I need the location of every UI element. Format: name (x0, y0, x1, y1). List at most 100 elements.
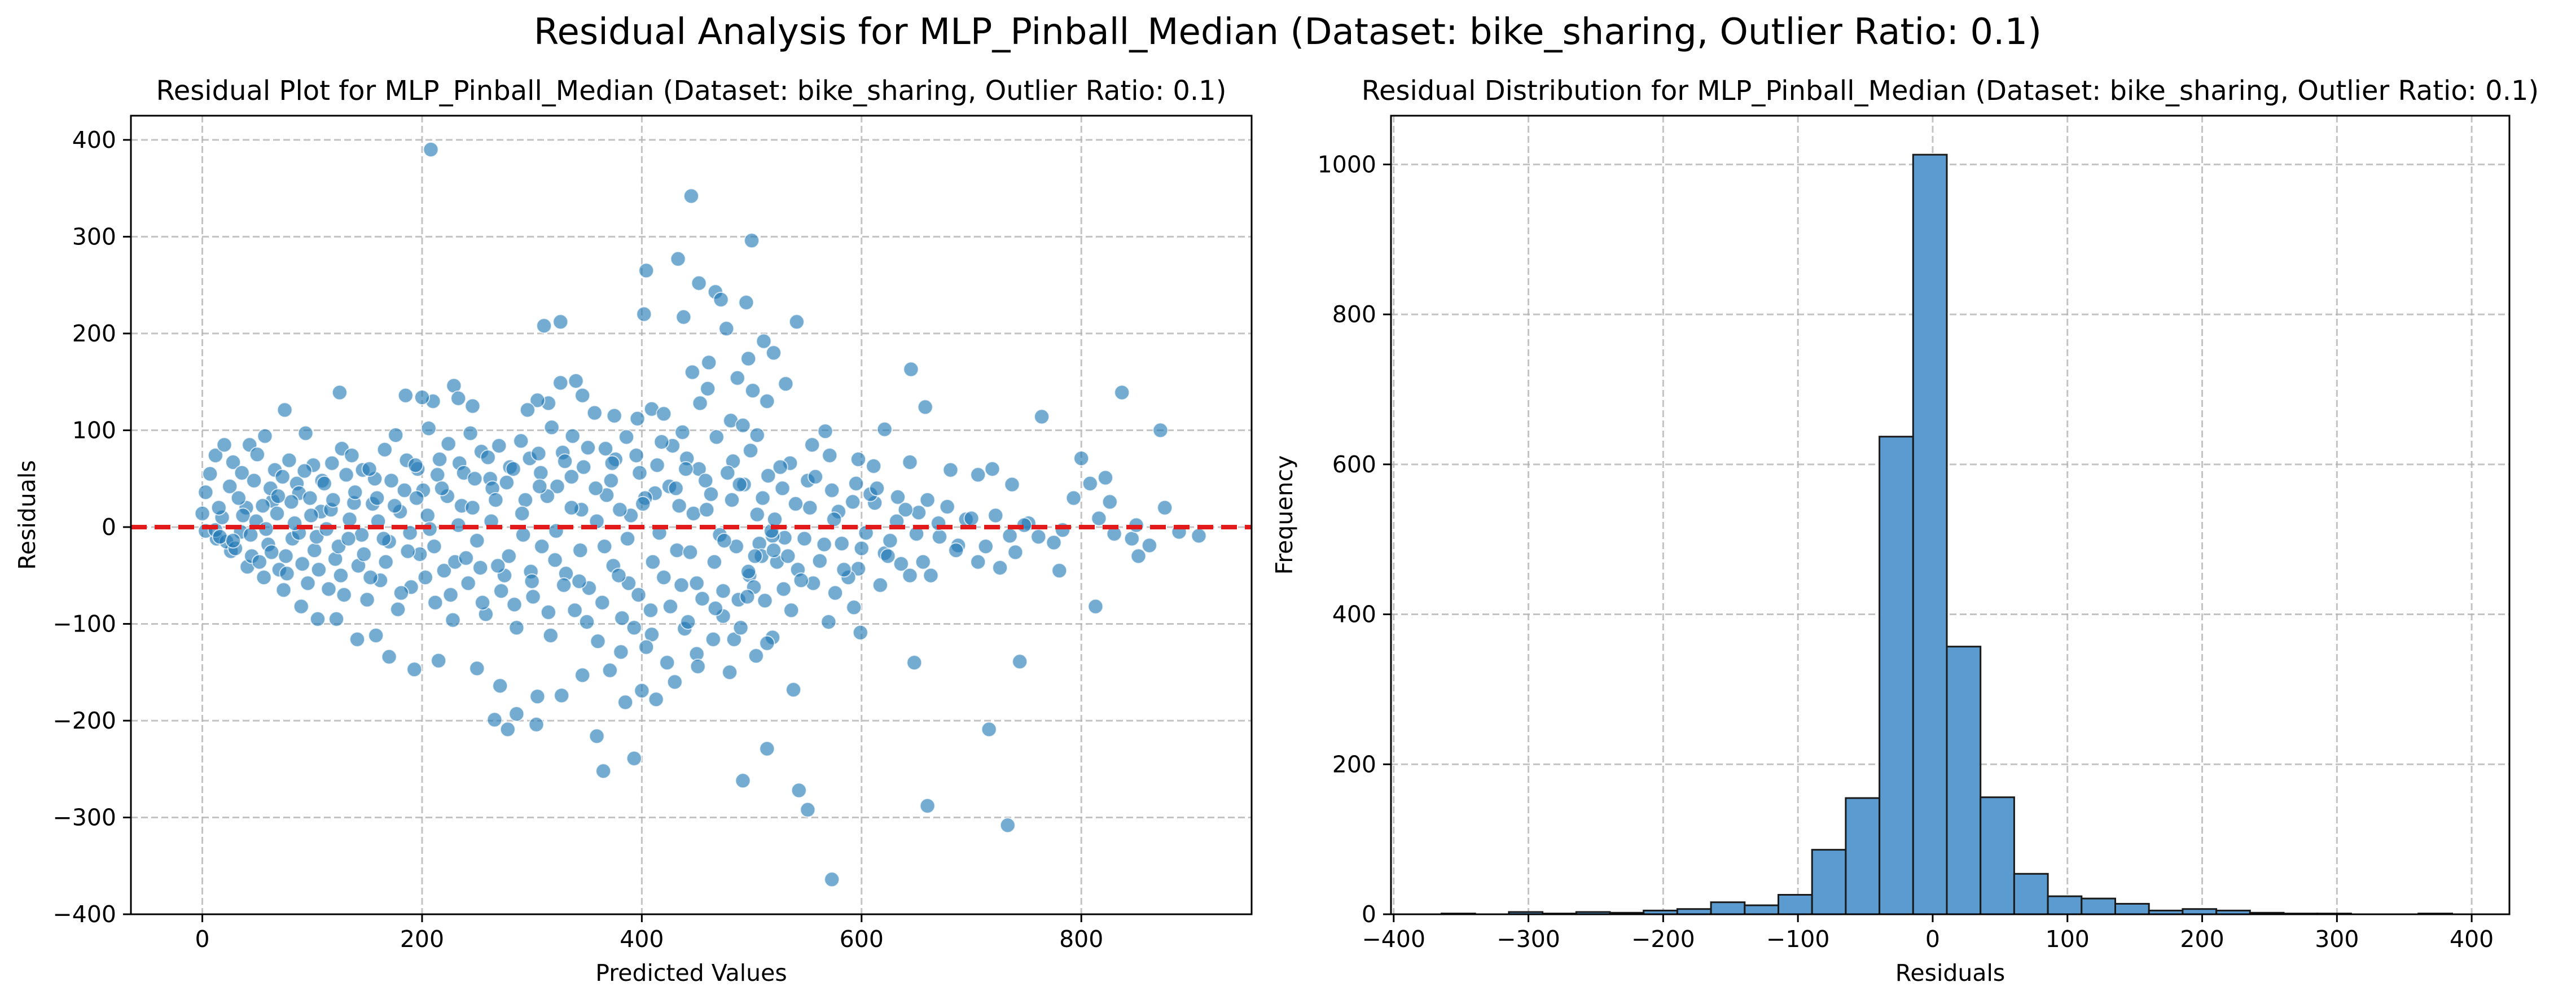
scatter-point (706, 632, 721, 647)
scatter-point (817, 537, 832, 552)
scatter-point (699, 502, 714, 517)
scatter-point (603, 663, 617, 678)
scatter-point (749, 648, 763, 663)
scatter-point (736, 418, 751, 433)
scatter-point (1142, 538, 1157, 553)
scatter-point (757, 334, 771, 349)
scatter-point (1098, 471, 1113, 485)
scatter-point (766, 543, 781, 558)
scatter-point (543, 628, 558, 643)
scatter-point (978, 539, 993, 554)
y-tick-label: −100 (52, 610, 116, 637)
scatter-point (920, 493, 935, 507)
scatter-point (756, 491, 770, 506)
scatter-point (339, 467, 354, 482)
scatter-point (530, 689, 545, 704)
scatter-point (615, 611, 629, 625)
scatter-point (525, 574, 539, 589)
scatter-point (407, 662, 422, 677)
scatter-point (198, 485, 213, 499)
scatter-point (734, 620, 748, 635)
scatter-point (424, 142, 438, 157)
scatter-point (744, 233, 759, 248)
scatter-point (581, 440, 595, 455)
scatter-point (730, 371, 745, 385)
scatter-point (620, 532, 635, 546)
scatter-point (693, 396, 708, 410)
scatter-point (379, 555, 393, 569)
scatter-point (681, 615, 695, 629)
scatter-point (467, 471, 482, 486)
scatter-point (698, 473, 713, 488)
scatter-point (618, 695, 633, 709)
scatter-point (368, 628, 383, 643)
scatter-point (271, 489, 286, 503)
scatter-point (964, 511, 979, 526)
scatter-point (461, 576, 476, 590)
scatter-point (344, 448, 359, 463)
scatter-point (800, 803, 815, 817)
scatter-point (518, 493, 533, 507)
scatter-point (243, 528, 258, 542)
scatter-point (741, 564, 756, 579)
scatter-point (671, 252, 686, 266)
scatter-point (750, 507, 765, 522)
scatter-point (627, 751, 642, 766)
scatter-point (845, 494, 860, 509)
scatter-point (854, 541, 869, 556)
scatter-point (654, 435, 669, 449)
scatter-point (818, 424, 833, 439)
scatter-point (714, 292, 729, 307)
scatter-point (604, 473, 618, 488)
scatter-point (597, 539, 612, 554)
scatter-point (390, 602, 405, 617)
scatter-point (409, 491, 424, 506)
scatter-point (971, 467, 985, 482)
scatter-point (343, 512, 357, 527)
scatter-point (360, 593, 375, 607)
scatter-point (634, 683, 649, 698)
scatter-point (217, 437, 232, 452)
scatter-point (639, 640, 653, 655)
scatter-point (257, 570, 271, 585)
scatter-point (326, 493, 340, 507)
scatter-point (643, 603, 658, 617)
y-tick-label: 1000 (1318, 151, 1376, 178)
scatter-point (695, 591, 710, 606)
scatter-point (719, 321, 734, 336)
scatter-point (704, 487, 718, 502)
y-tick-label: 800 (1332, 301, 1376, 328)
scatter-point (701, 355, 716, 370)
scatter-point (1052, 563, 1067, 578)
scatter-point (382, 650, 397, 664)
scatter-point (501, 722, 515, 736)
scatter-point (707, 555, 722, 569)
figure-suptitle: Residual Analysis for MLP_Pinball_Median… (534, 11, 2042, 53)
scatter-point (270, 506, 284, 521)
residual-plot-ylabel: Residuals (14, 460, 41, 570)
scatter-point (1083, 476, 1098, 491)
scatter-point (1000, 818, 1015, 832)
scatter-point (911, 505, 926, 520)
residual-distribution-ylabel: Frequency (1271, 455, 1298, 575)
scatter-point (576, 460, 591, 475)
scatter-point (545, 420, 559, 435)
scatter-point (637, 307, 651, 322)
scatter-point (532, 479, 547, 494)
histogram-bar (1913, 155, 1947, 914)
scatter-point (572, 574, 586, 589)
scatter-point (722, 665, 737, 679)
scatter-point (573, 543, 587, 558)
scatter-point (324, 456, 339, 471)
scatter-point (420, 508, 435, 523)
histogram-bar (2082, 898, 2116, 914)
scatter-point (302, 491, 317, 506)
scatter-point (507, 597, 522, 612)
y-tick-label: −200 (52, 707, 116, 734)
scatter-point (821, 615, 836, 629)
scatter-point (773, 460, 788, 475)
scatter-point (370, 491, 384, 506)
scatter-point (741, 352, 756, 366)
scatter-point (613, 645, 628, 659)
scatter-point (883, 533, 897, 548)
